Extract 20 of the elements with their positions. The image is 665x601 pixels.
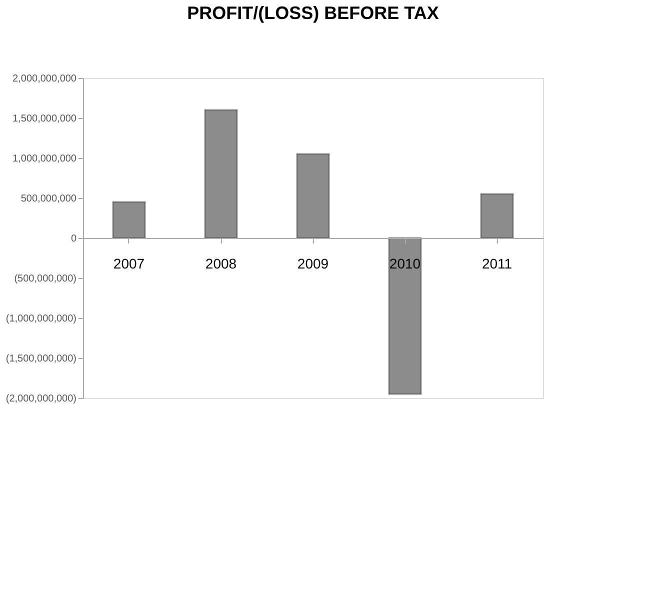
y-tick-label: 2,000,000,000	[12, 74, 77, 84]
y-tick-label: 0	[70, 234, 77, 244]
y-tick-label: 500,000,000	[20, 194, 77, 204]
y-tick-label: 1,500,000,000	[12, 114, 77, 124]
x-tick-label: 2011	[482, 256, 512, 272]
bar	[296, 154, 330, 238]
y-tick-label: 1,000,000,000	[12, 154, 77, 164]
y-tick-label: (1,000,000,000)	[6, 314, 76, 324]
bar	[112, 202, 146, 238]
y-tick-label: (1,500,000,000)	[6, 354, 76, 364]
x-tick-label: 2007	[113, 256, 145, 272]
x-tick-label: 2009	[297, 256, 329, 272]
y-tick-label: (500,000,000)	[14, 274, 76, 284]
bar	[388, 238, 422, 394]
x-tick-label: 2008	[205, 256, 237, 272]
bar	[204, 110, 238, 238]
x-tick-label: 2010	[389, 256, 421, 272]
chart-title: PROFIT/(LOSS) BEFORE TAX	[187, 3, 439, 23]
bar	[480, 194, 514, 238]
y-tick-label: (2,000,000,000)	[6, 394, 76, 404]
